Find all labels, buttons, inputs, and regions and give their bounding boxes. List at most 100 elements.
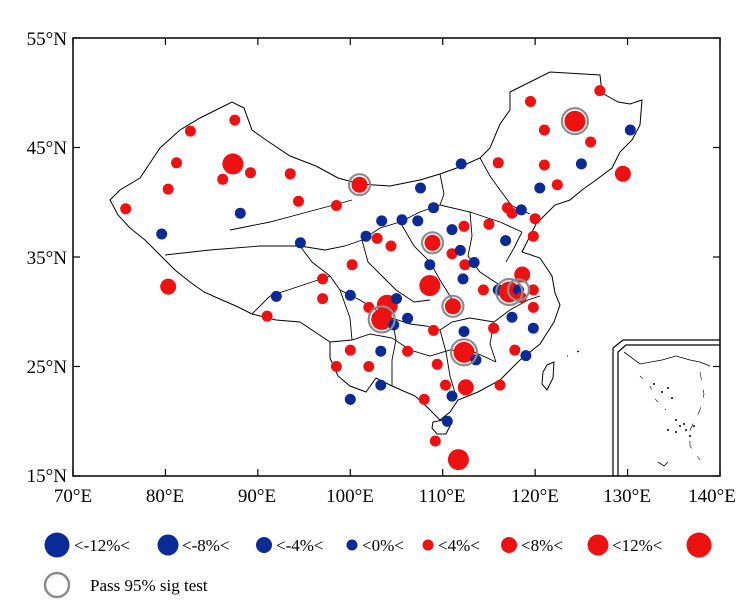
station-marker-83 bbox=[527, 301, 539, 313]
legend-sig-ring bbox=[43, 571, 71, 599]
legend-label-neg8: <-8%< bbox=[182, 536, 230, 555]
y-tick-label-15: 15°N bbox=[27, 466, 68, 487]
station-marker-61 bbox=[457, 379, 474, 396]
station-markers bbox=[120, 85, 636, 471]
legend: <-12%< <-8%< <-4%< <0%< <4%< <8%< <12%< … bbox=[43, 532, 712, 599]
legend-sig-label: Pass 95% sig test bbox=[90, 576, 208, 595]
station-marker-46 bbox=[446, 248, 458, 260]
station-marker-63 bbox=[429, 435, 441, 447]
x-tick-label-110: 110°E bbox=[419, 486, 466, 507]
station-marker-30 bbox=[391, 293, 402, 305]
station-marker-45 bbox=[419, 275, 441, 296]
station-marker-96 bbox=[585, 136, 597, 148]
station-marker-72 bbox=[492, 157, 504, 169]
station-marker-25 bbox=[346, 259, 358, 271]
station-marker-68 bbox=[477, 284, 489, 296]
station-marker-12 bbox=[293, 195, 304, 207]
station-marker-81 bbox=[506, 207, 518, 219]
station-marker-44 bbox=[424, 259, 436, 271]
significance-ring-43 bbox=[420, 231, 445, 255]
station-marker-54 bbox=[444, 298, 461, 315]
south-china-sea-inset bbox=[612, 339, 720, 476]
station-marker-8 bbox=[217, 173, 229, 185]
station-marker-60 bbox=[440, 379, 451, 391]
station-marker-7 bbox=[222, 153, 244, 175]
coastal-dots bbox=[567, 350, 580, 357]
y-tick-label-35: 35°N bbox=[27, 248, 68, 269]
legend-label-neg4: <-4%< bbox=[276, 536, 324, 555]
station-marker-13 bbox=[294, 237, 306, 249]
station-marker-47 bbox=[459, 259, 471, 271]
legend-class-neg4-0 bbox=[346, 539, 358, 551]
station-marker-42 bbox=[428, 202, 439, 214]
legend-class-4-8 bbox=[501, 537, 517, 553]
station-marker-91 bbox=[538, 159, 550, 171]
station-marker-53 bbox=[468, 257, 480, 268]
station-marker-39 bbox=[402, 345, 414, 357]
station-marker-35 bbox=[363, 361, 375, 372]
station-marker-20 bbox=[376, 215, 388, 227]
station-marker-0 bbox=[120, 203, 132, 215]
x-tick-label-80: 80°E bbox=[146, 486, 184, 507]
station-marker-78 bbox=[509, 344, 521, 356]
station-marker-88 bbox=[529, 213, 541, 225]
station-marker-26 bbox=[344, 289, 356, 301]
station-marker-66 bbox=[418, 393, 430, 405]
china-boundary bbox=[109, 71, 643, 421]
significance-ring-74 bbox=[506, 278, 531, 302]
station-marker-6 bbox=[229, 114, 241, 126]
station-marker-56 bbox=[453, 341, 475, 363]
station-marker-62 bbox=[441, 415, 453, 427]
station-marker-71 bbox=[494, 379, 506, 391]
station-marker-86 bbox=[527, 322, 539, 334]
x-tick-label-100: 100°E bbox=[326, 486, 374, 507]
legend-class-0-4 bbox=[422, 539, 434, 551]
station-marker-37 bbox=[344, 393, 356, 405]
station-marker-2 bbox=[162, 183, 174, 195]
x-tick-label-140: 140°E bbox=[688, 486, 736, 507]
legend-class-above-12 bbox=[686, 532, 712, 558]
station-marker-95 bbox=[575, 158, 587, 170]
station-marker-3 bbox=[171, 157, 182, 169]
legend-class-neg12-neg8 bbox=[157, 534, 179, 556]
significance-ring-28 bbox=[367, 305, 396, 334]
taiwan-island bbox=[541, 361, 555, 391]
station-marker-85 bbox=[527, 230, 539, 242]
station-marker-98 bbox=[614, 165, 631, 182]
station-marker-50 bbox=[458, 220, 470, 232]
axis-tick-labels: 70°E 80°E 90°E 100°E 110°E 120°E 130°E 1… bbox=[27, 29, 736, 507]
station-marker-87 bbox=[520, 350, 532, 362]
legend-label-neg12: <-12%< bbox=[74, 536, 130, 555]
station-marker-90 bbox=[538, 124, 550, 136]
station-marker-65 bbox=[446, 390, 458, 402]
station-marker-24 bbox=[360, 230, 372, 242]
y-tick-label-55: 55°N bbox=[27, 29, 68, 50]
station-marker-10 bbox=[234, 207, 246, 219]
y-tick-label-25: 25°N bbox=[27, 357, 68, 378]
x-tick-label-120: 120°E bbox=[511, 486, 559, 507]
station-marker-9 bbox=[245, 167, 256, 179]
station-marker-97 bbox=[594, 85, 606, 97]
station-marker-19 bbox=[261, 310, 273, 322]
station-marker-11 bbox=[284, 168, 296, 180]
station-marker-41 bbox=[412, 215, 424, 227]
station-marker-51 bbox=[455, 158, 467, 170]
significance-ring-56 bbox=[449, 338, 479, 367]
map-frame bbox=[72, 37, 721, 477]
significance-ring-94 bbox=[560, 107, 590, 136]
station-marker-4 bbox=[184, 125, 196, 137]
station-marker-15 bbox=[351, 176, 368, 193]
station-marker-64 bbox=[447, 449, 469, 471]
station-marker-17 bbox=[317, 293, 329, 305]
y-tick-label-45: 45°N bbox=[27, 138, 68, 159]
station-marker-93 bbox=[525, 96, 536, 107]
station-marker-34 bbox=[344, 344, 356, 356]
station-marker-16 bbox=[317, 273, 329, 285]
legend-label-12: <12%< bbox=[612, 536, 662, 555]
station-marker-14 bbox=[330, 200, 342, 211]
significance-ring-54 bbox=[441, 294, 465, 318]
station-marker-67 bbox=[483, 218, 495, 230]
station-marker-84 bbox=[527, 284, 539, 296]
station-marker-43 bbox=[424, 234, 441, 251]
station-marker-59 bbox=[431, 358, 443, 370]
